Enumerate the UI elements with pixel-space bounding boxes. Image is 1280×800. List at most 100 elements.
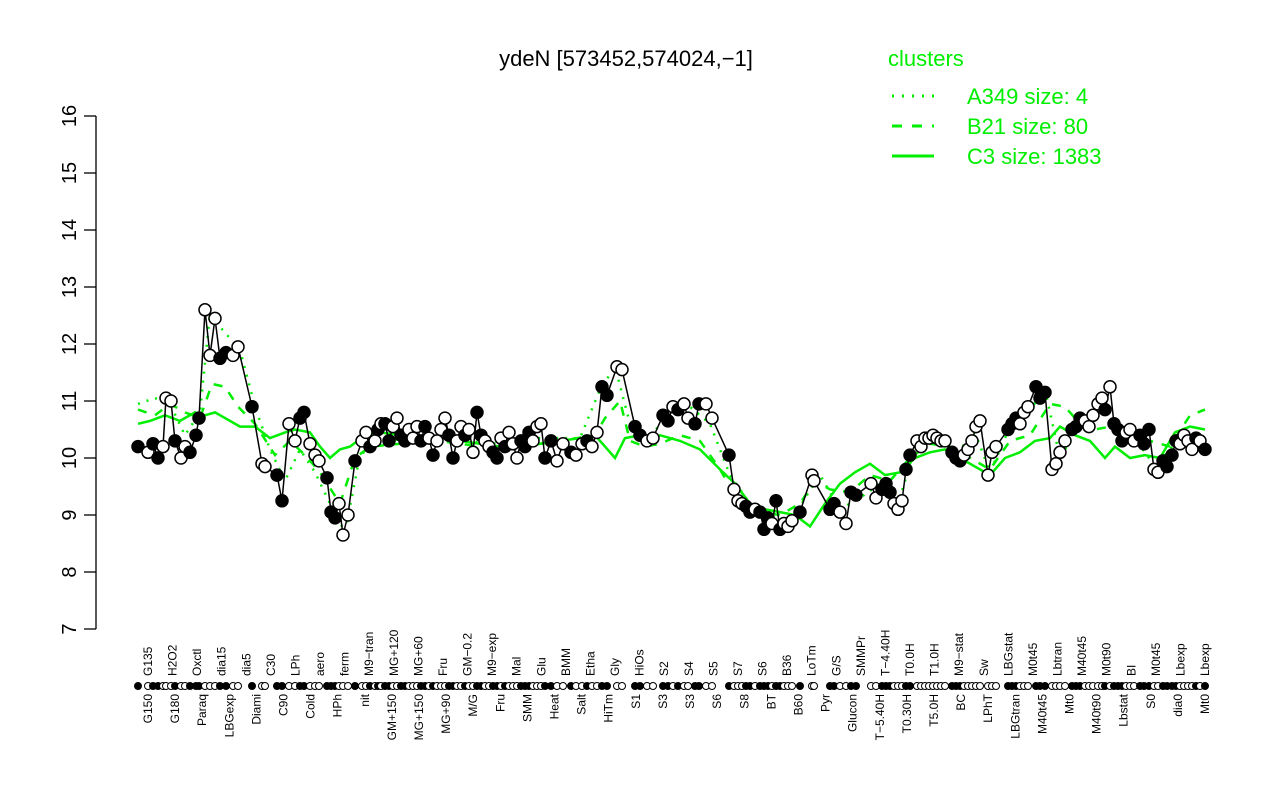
x-tick-label: GM−0.2 bbox=[461, 633, 475, 676]
data-point bbox=[275, 494, 289, 508]
data-point bbox=[418, 419, 432, 434]
data-point bbox=[965, 434, 979, 448]
data-point bbox=[600, 388, 614, 403]
x-tick-label: S6 bbox=[710, 694, 724, 709]
x-tick-label: MG+120 bbox=[387, 629, 401, 676]
x-tick-label: Gly bbox=[608, 658, 622, 676]
x-rug-markers bbox=[134, 682, 1209, 690]
data-point bbox=[1137, 437, 1151, 451]
data-point bbox=[989, 439, 1003, 454]
data-point bbox=[189, 428, 203, 442]
x-tick-label: GM+150 bbox=[385, 694, 399, 741]
x-tick-label: G180 bbox=[168, 694, 182, 724]
x-tick-label: HiOs bbox=[633, 649, 647, 676]
data-point bbox=[1098, 402, 1112, 417]
data-point bbox=[462, 422, 476, 437]
x-tick-label: B60 bbox=[792, 694, 806, 716]
data-point bbox=[490, 451, 504, 465]
data-point bbox=[569, 448, 583, 462]
data-point bbox=[426, 448, 440, 462]
x-tick-label: M40t90 bbox=[1090, 694, 1104, 734]
data-point bbox=[446, 451, 460, 465]
legend-entry-a349: A349 size: 4 bbox=[967, 84, 1088, 109]
x-tick-label: LBGexp bbox=[222, 694, 236, 738]
data-point bbox=[807, 474, 821, 488]
y-tick-label: 14 bbox=[59, 219, 81, 241]
x-tick-label: HPh bbox=[331, 694, 345, 717]
data-point bbox=[1058, 434, 1072, 448]
data-point bbox=[1095, 391, 1109, 405]
x-tick-label: aero bbox=[313, 652, 327, 676]
y-tick-label: 15 bbox=[59, 162, 81, 184]
x-tick-label: S5 bbox=[706, 661, 720, 676]
data-point bbox=[336, 528, 350, 542]
x-tick-label: M0t45 bbox=[1026, 642, 1040, 676]
data-point bbox=[556, 437, 570, 451]
x-tick-label: S8 bbox=[737, 694, 751, 709]
x-tick-label: SMMPr bbox=[854, 636, 868, 676]
data-point bbox=[1103, 380, 1117, 394]
x-tick-label: Diami bbox=[249, 694, 263, 725]
data-point bbox=[727, 482, 741, 497]
x-tick-label: HiTm bbox=[602, 694, 616, 723]
x-tick-label: S0 bbox=[1144, 694, 1158, 709]
y-tick-label: 16 bbox=[59, 105, 81, 127]
y-ticks: 7 8 9 10 11 12 13 14 15 16 bbox=[59, 105, 96, 635]
data-point bbox=[864, 476, 878, 491]
x-tick-label: C90 bbox=[277, 694, 291, 716]
x-tick-label: BC bbox=[954, 694, 968, 711]
data-point bbox=[615, 362, 629, 377]
x-tick-label: BI bbox=[1124, 665, 1138, 676]
legend: clusters A349 size: 4 B21 size: 80 C3 si… bbox=[888, 46, 1102, 169]
rug-marker bbox=[234, 682, 242, 690]
data-point bbox=[151, 451, 165, 465]
x-tick-label: Sw bbox=[977, 659, 991, 676]
x-tick-label: Lbexp bbox=[1173, 643, 1187, 676]
rug-marker bbox=[649, 682, 657, 690]
data-point bbox=[328, 511, 342, 525]
rug-marker bbox=[1061, 682, 1069, 690]
data-point bbox=[1142, 422, 1156, 437]
rug-marker bbox=[788, 682, 796, 690]
x-tick-label: G/S bbox=[829, 655, 843, 676]
data-point bbox=[332, 496, 346, 511]
data-point bbox=[833, 505, 847, 519]
data-point bbox=[661, 414, 675, 428]
x-tick-label: M/G bbox=[466, 694, 480, 717]
rug-marker bbox=[684, 682, 692, 690]
x-tick-label: T0.30H bbox=[900, 694, 914, 733]
data-point bbox=[903, 448, 917, 462]
data-point bbox=[722, 448, 736, 462]
x-tick-label: MG+150 bbox=[412, 694, 426, 741]
x-tick-label: nit bbox=[358, 693, 372, 706]
data-point bbox=[245, 399, 259, 414]
data-point bbox=[502, 425, 516, 440]
x-tick-label: Cold bbox=[304, 694, 318, 719]
x-tick-label: M9−tran bbox=[362, 632, 376, 676]
data-point bbox=[705, 411, 719, 425]
data-point bbox=[510, 451, 524, 465]
rug-marker bbox=[906, 682, 914, 690]
data-point bbox=[793, 505, 807, 519]
x-tick-label: H2O2 bbox=[166, 644, 180, 676]
data-point bbox=[534, 417, 548, 431]
x-tick-label: Pyr bbox=[819, 694, 833, 712]
x-tick-label: M0t45 bbox=[1149, 642, 1163, 676]
data-point bbox=[538, 451, 552, 465]
x-tick-label: S2 bbox=[657, 661, 671, 676]
rug-marker bbox=[1024, 682, 1032, 690]
x-tick-label: T−4.40H bbox=[878, 630, 892, 676]
x-tick-label: Lbtran bbox=[1051, 642, 1065, 676]
data-point bbox=[270, 468, 284, 482]
rug-marker bbox=[810, 682, 818, 690]
x-tick-label: MG+90 bbox=[439, 694, 453, 734]
x-tick-label: dia15 bbox=[215, 646, 229, 676]
x-tick-label: S3 bbox=[656, 694, 670, 709]
data-point bbox=[390, 411, 404, 425]
x-tick-label: BMM bbox=[559, 648, 573, 676]
x-tick-label: B36 bbox=[780, 654, 794, 676]
x-tick-label: Glucon bbox=[846, 694, 860, 732]
x-tick-label: T0.0H bbox=[903, 643, 917, 676]
data-point bbox=[312, 454, 326, 468]
x-tick-label: LPhT bbox=[981, 693, 995, 722]
